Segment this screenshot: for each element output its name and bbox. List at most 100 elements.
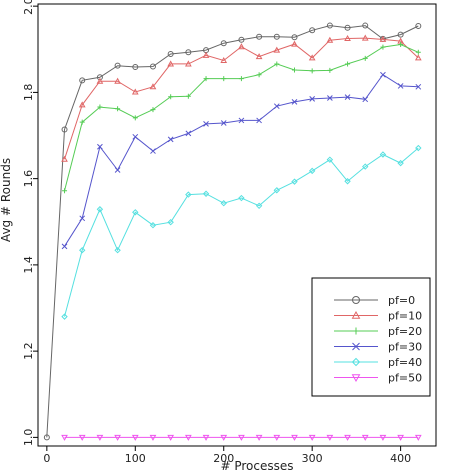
point-marker: [78, 101, 86, 108]
point-marker: [79, 77, 86, 84]
x-tick-label: 400: [390, 452, 411, 465]
point-marker: [149, 434, 157, 441]
point-marker: [291, 34, 298, 41]
point-marker: [327, 95, 333, 101]
series-pf-30: [61, 71, 422, 250]
point-marker: [96, 77, 104, 84]
point-marker: [238, 43, 245, 50]
point-marker: [61, 155, 68, 162]
axes: 0 100 200 300 400 1.0 1.2 1.4 1.6 1.8 2.0: [22, 0, 411, 465]
point-marker: [361, 434, 369, 441]
point-marker: [414, 434, 422, 441]
point-marker: [203, 121, 209, 127]
point-marker: [132, 63, 139, 70]
point-marker: [362, 22, 369, 29]
legend-item: pf=0: [334, 294, 415, 307]
plot-border: [37, 3, 437, 447]
point-marker: [291, 434, 298, 441]
series-pf-10: [61, 34, 422, 162]
point-marker: [167, 60, 175, 67]
series-pf-0: [43, 22, 422, 441]
point-marker: [352, 296, 360, 304]
point-marker: [185, 130, 192, 137]
legend-item: pf=10: [334, 310, 422, 323]
point-marker: [380, 71, 386, 78]
point-marker: [114, 77, 121, 84]
plot-frame: [37, 3, 437, 447]
point-marker: [167, 434, 175, 441]
point-marker: [326, 36, 334, 43]
x-axis-label: # Processes: [220, 459, 293, 473]
legend-label: pf=0: [388, 294, 415, 307]
point-marker: [149, 222, 157, 229]
point-marker: [238, 194, 245, 202]
point-marker: [168, 94, 174, 100]
point-marker: [414, 54, 422, 61]
point-marker: [61, 243, 68, 250]
point-marker: [97, 143, 103, 150]
point-marker: [97, 104, 103, 110]
point-marker: [220, 200, 227, 207]
point-marker: [327, 67, 333, 73]
legend-label: pf=50: [388, 372, 422, 385]
point-marker: [351, 357, 361, 367]
point-marker: [291, 40, 298, 47]
legend: pf=0 pf=10 pf=20 pf=30 pf=40 pf=50: [311, 277, 431, 397]
point-marker: [344, 94, 351, 100]
point-marker: [345, 61, 351, 67]
series-pf-20: [62, 42, 421, 194]
point-marker: [185, 93, 191, 99]
y-axis-label: Avg # Rounds: [0, 158, 13, 242]
y-tick-label: 2.0: [22, 0, 35, 15]
y-tick-label: 1.4: [22, 256, 35, 274]
legend-item: pf=30: [334, 341, 422, 354]
point-marker: [78, 434, 86, 441]
point-marker: [238, 434, 245, 441]
point-marker: [131, 434, 139, 441]
point-marker: [397, 434, 404, 441]
point-marker: [379, 35, 387, 42]
point-marker: [397, 159, 404, 167]
point-marker: [362, 163, 369, 170]
point-marker: [79, 247, 86, 254]
point-marker: [344, 178, 351, 185]
point-marker: [167, 136, 174, 143]
series-line: [46, 25, 419, 438]
point-marker: [344, 434, 351, 441]
point-marker: [415, 83, 422, 90]
point-marker: [114, 62, 121, 69]
point-marker: [61, 434, 68, 441]
point-marker: [273, 46, 281, 53]
point-marker: [185, 49, 192, 56]
point-marker: [202, 434, 210, 441]
series-pf-50: [61, 434, 422, 441]
series-group: [43, 22, 422, 441]
point-marker: [291, 178, 298, 185]
x-tick-label: 100: [125, 452, 146, 465]
point-marker: [62, 188, 68, 194]
point-marker: [132, 133, 139, 140]
point-marker: [326, 22, 333, 29]
y-tick-label: 1.0: [22, 429, 35, 447]
point-marker: [96, 434, 104, 441]
point-marker: [255, 434, 263, 441]
point-marker: [220, 120, 227, 126]
point-marker: [273, 187, 281, 194]
point-marker: [273, 33, 280, 40]
point-marker: [352, 342, 360, 351]
point-marker: [115, 106, 121, 112]
point-marker: [256, 72, 262, 78]
point-marker: [379, 434, 387, 441]
legend-item: pf=50: [334, 372, 422, 385]
point-marker: [415, 49, 421, 55]
point-marker: [308, 167, 316, 175]
point-marker: [96, 74, 103, 81]
point-marker: [256, 33, 263, 40]
point-marker: [351, 310, 361, 319]
point-marker: [362, 96, 369, 103]
point-marker: [61, 313, 68, 320]
point-marker: [167, 218, 174, 226]
point-marker: [43, 434, 50, 441]
point-marker: [255, 202, 263, 210]
